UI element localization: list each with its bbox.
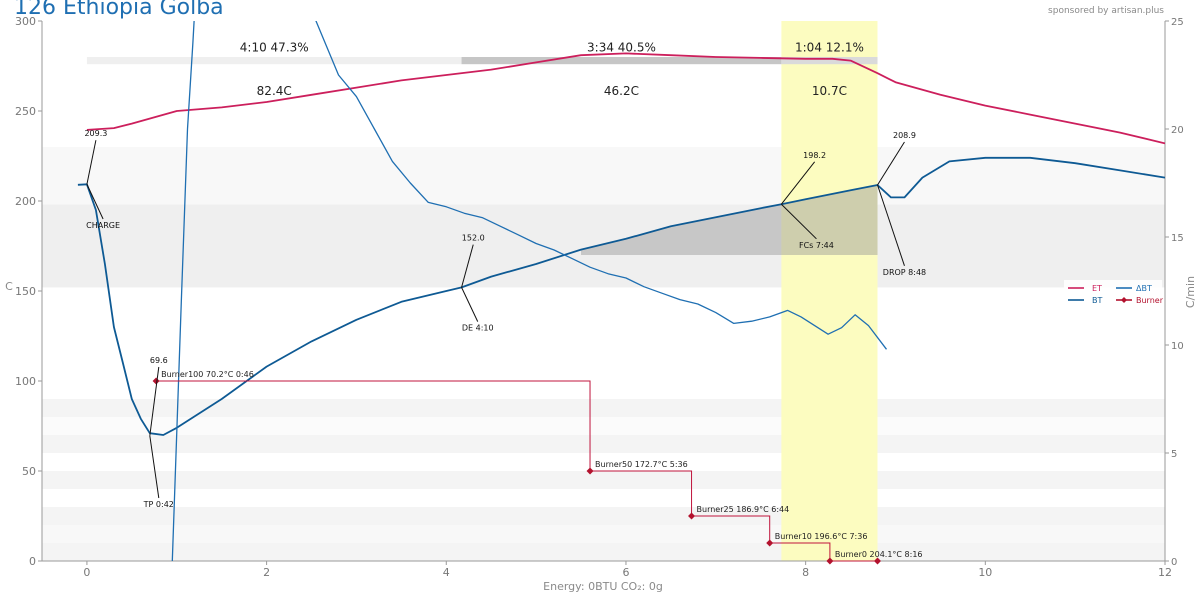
event-leader-line — [86, 184, 104, 220]
y-tick-label-right: 0 — [1171, 557, 1177, 568]
legend: ET ΔBT BT Burner — [1064, 280, 1164, 306]
y-axis-label-right: C/min — [1184, 276, 1197, 308]
x-tick-label: 4 — [443, 566, 450, 579]
phase-time-label: 1:04 12.1% — [795, 41, 864, 55]
phase-delta-label: 82.4C — [257, 84, 292, 98]
event-name-label: DROP 8:48 — [883, 268, 926, 277]
legend-marker — [1121, 297, 1127, 303]
development-window — [781, 21, 878, 561]
y-tick-label-left: 200 — [15, 195, 36, 208]
series-line-bt — [77, 156, 1165, 436]
event-leader-line — [149, 435, 160, 499]
series-line-et — [86, 52, 1165, 145]
event-name-label: FCs 7:44 — [799, 241, 834, 250]
event-value-label: 208.9 — [893, 131, 916, 140]
y-tick-label-left: 300 — [15, 15, 36, 28]
background-band — [42, 525, 1165, 543]
phase-bar — [461, 57, 782, 65]
phase-bar — [781, 57, 878, 65]
x-axis-label: Energy: 0BTU CO₂: 0g — [543, 580, 663, 593]
burner-marker — [586, 467, 594, 475]
burner-label: Burner10 196.6°C 7:36 — [775, 532, 868, 541]
burner-marker — [152, 377, 160, 385]
y-axis-label-left: C — [5, 280, 13, 293]
x-tick-label: 2 — [263, 566, 270, 579]
burner-marker — [874, 557, 882, 565]
event-name-label: DE 4:10 — [462, 324, 494, 333]
y-tick-label-right: 10 — [1171, 341, 1184, 352]
burner-label: Burner0 204.1°C 8:16 — [835, 550, 923, 559]
event-value-label: 69.6 — [150, 356, 168, 365]
event-leader-line — [877, 184, 905, 266]
background-band — [42, 399, 1165, 417]
roast-title: 126 Ethiopia Golba — [14, 0, 224, 20]
background-band — [42, 471, 1165, 489]
x-tick-label: 6 — [622, 566, 629, 579]
y-tick-label-left: 250 — [15, 105, 36, 118]
x-tick-label: 10 — [978, 566, 992, 579]
event-leader-line — [877, 141, 905, 186]
x-tick-label: 12 — [1158, 566, 1172, 579]
event-leader-line — [149, 366, 160, 436]
y-tick-label-right: 25 — [1171, 17, 1184, 28]
phase-bar — [86, 57, 462, 65]
y-tick-label-right: 5 — [1171, 449, 1177, 460]
burner-label: Burner100 70.2°C 0:46 — [161, 370, 254, 379]
event-annotations: 209.3 CHARGE 69.6 TP 0:42 152.0 DE 4:10 198.2 F… — [84, 129, 926, 509]
background-band — [42, 435, 1165, 453]
event-name-label: CHARGE — [86, 221, 120, 230]
background-band — [42, 204, 1165, 288]
series-lines: Burner100 70.2°C 0:46 Burner50 172.7°C 5:… — [77, 21, 1165, 565]
background-band — [42, 507, 1165, 525]
y-tick-label-left: 0 — [29, 555, 36, 568]
burner-label: Burner50 172.7°C 5:36 — [595, 460, 688, 469]
y-tick-label-left: 50 — [22, 465, 36, 478]
y-tick-label-left: 150 — [15, 285, 36, 298]
legend-label: Burner — [1136, 296, 1164, 305]
development-area — [581, 184, 878, 255]
event-leader-line — [780, 161, 816, 205]
legend-box — [1064, 280, 1162, 306]
legend-label: BT — [1092, 296, 1102, 305]
chart-background — [42, 21, 1165, 561]
phase-bars: 4:10 47.3% 82.4C 3:34 40.5% 46.2C 1:04 12.1%… — [86, 41, 878, 255]
phase-delta-label: 46.2C — [604, 84, 639, 98]
x-tick-label: 0 — [83, 566, 90, 579]
y-tick-label-right: 20 — [1171, 125, 1184, 136]
phase-delta-label: 10.7C — [812, 84, 847, 98]
background-band — [42, 543, 1165, 561]
burner-marker — [766, 539, 774, 547]
y-tick-label-right: 15 — [1171, 233, 1184, 244]
burner-step-line — [156, 380, 878, 562]
y-tick-label-left: 100 — [15, 375, 36, 388]
event-name-label: TP 0:42 — [143, 500, 174, 509]
series-line-dbt — [171, 21, 888, 561]
x-tick-label: 8 — [802, 566, 809, 579]
legend-label: ET — [1092, 284, 1102, 293]
sponsor-text[interactable]: sponsored by artisan.plus — [1048, 6, 1164, 16]
event-leader-line — [461, 287, 479, 322]
event-leader-line — [86, 140, 97, 185]
event-value-label: 198.2 — [803, 151, 826, 160]
phase-time-label: 3:34 40.5% — [587, 41, 656, 55]
event-leader-line — [781, 203, 817, 240]
event-value-label: 152.0 — [462, 234, 485, 243]
burner-marker — [688, 512, 696, 520]
event-leader-line — [461, 244, 474, 288]
legend-label: ΔBT — [1136, 284, 1152, 293]
burner-marker — [826, 557, 834, 565]
event-value-label: 209.3 — [84, 129, 107, 138]
burner-label: Burner25 186.9°C 6:44 — [697, 505, 790, 514]
phase-time-label: 4:10 47.3% — [240, 41, 309, 55]
background-band — [42, 417, 1165, 435]
